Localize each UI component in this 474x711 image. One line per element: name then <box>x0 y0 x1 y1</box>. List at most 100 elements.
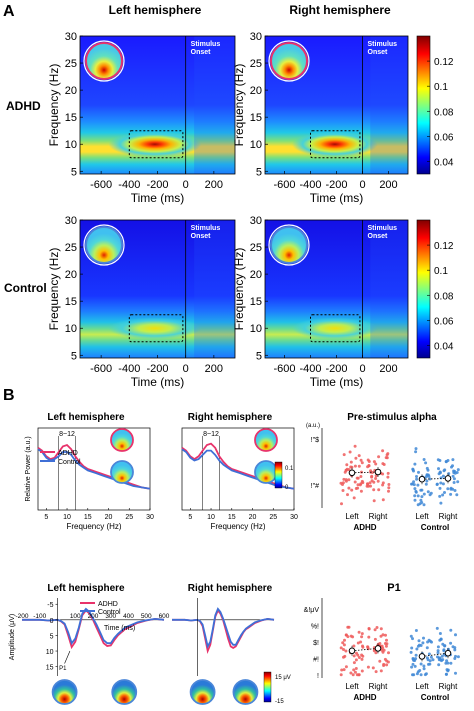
scatter-point <box>340 668 344 672</box>
scatter-point <box>341 641 345 645</box>
erp-xtick-label: -200 <box>15 613 28 620</box>
erp-ytick-label: -5 <box>47 602 53 609</box>
scatter-point <box>354 667 358 670</box>
spectrum-plot-spectrum-right: 8~12 5 10 15 20 25 30 Frequency (Hz) <box>181 427 298 531</box>
scatter-point <box>384 644 388 648</box>
spectrum-colorbar-max: 0.1 <box>285 466 294 472</box>
scatter-point <box>361 645 365 649</box>
erp-plot-erp-right <box>172 598 275 705</box>
scatter-point <box>419 498 423 502</box>
tf-ytick-label: 30 <box>250 31 262 43</box>
scatter-point <box>440 654 444 658</box>
tf-analysis-window <box>310 130 361 159</box>
scatter-point <box>354 456 358 460</box>
scatter-point <box>384 456 388 460</box>
scatter-point <box>446 487 450 491</box>
scatter-point <box>359 640 363 644</box>
scatter-ytick-label: !"$ <box>311 437 319 444</box>
tf-xlabel: Time (ms) <box>131 191 185 205</box>
scatter-mean-link <box>421 652 449 657</box>
scatter-point <box>372 499 376 503</box>
scatter-point <box>425 646 429 650</box>
spectrum-xlabel: Frequency (Hz) <box>66 522 121 531</box>
band-label: 8~12 <box>59 431 75 438</box>
tf-xtick-label: -200 <box>325 179 347 191</box>
colorbar-tick-label: 0.12 <box>434 241 454 252</box>
legend-erp: ADHD Control <box>80 601 121 616</box>
scatter-point <box>349 460 353 464</box>
spectrum-xtick-label: 15 <box>84 514 92 521</box>
scatter-point <box>454 671 457 675</box>
scatter-point <box>442 648 446 652</box>
tf-ytick-label: 25 <box>250 58 262 70</box>
scatter-point <box>345 463 349 467</box>
scatter-point <box>410 646 414 650</box>
spectrum-xtick-label: 5 <box>188 514 192 521</box>
scatter-point <box>374 477 378 480</box>
scatter-point <box>413 498 417 502</box>
tf-xlabel: Time (ms) <box>310 375 364 389</box>
tf-ytick-label: 30 <box>250 215 262 227</box>
scatter-point <box>341 483 344 486</box>
legend-erp-adhd-label: ADHD <box>98 601 118 608</box>
scatter-point <box>386 660 390 664</box>
scatter-point <box>348 450 352 454</box>
scatter-point <box>387 483 391 486</box>
scatter-point <box>346 635 350 639</box>
scatter-point <box>413 487 417 491</box>
scatter-point <box>352 668 356 672</box>
scatter-point <box>356 641 360 645</box>
scatter-point <box>451 458 455 462</box>
scatter-point <box>352 654 356 658</box>
scatter-plot-scatter-p1: &!μV%! $! #!! Left Right Left Right ADHD Control <box>304 598 460 702</box>
scatter-mean-link <box>351 471 379 474</box>
tf-xtick-label: 200 <box>379 179 397 191</box>
scatter-point <box>441 474 445 478</box>
scatter-point <box>359 489 363 493</box>
scatter-point <box>415 647 419 651</box>
head-topography-icon <box>232 679 259 705</box>
erp-colorbar-min: -15 <box>275 699 284 705</box>
scatter-point <box>344 649 348 653</box>
scatter-mean-marker <box>444 649 452 657</box>
scatter-point <box>383 657 387 661</box>
scatter-ytick-label: %! <box>311 624 319 631</box>
scatter-plot-scatter-alpha: (a.u.) !"$ !"# Left Right Left Right ADHD Contro… <box>306 423 460 532</box>
tf-xlabel: Time (ms) <box>131 375 185 389</box>
tf-xtick-label: 0 <box>359 363 365 375</box>
scatter-point <box>360 635 364 639</box>
tf-ytick-label: 15 <box>65 296 77 308</box>
scatter-point <box>382 648 386 652</box>
scatter-xtick-label: Right <box>369 512 388 521</box>
spectrum-title-left: Left hemisphere <box>47 412 125 423</box>
scatter-point <box>367 635 371 639</box>
scatter-point <box>381 483 385 487</box>
spectrum-colorbar <box>274 461 283 489</box>
tf-ytick-label: 25 <box>65 58 77 70</box>
scatter-point <box>421 641 425 645</box>
scatter-point <box>412 658 416 662</box>
tf-ytick-label: 5 <box>256 166 262 178</box>
erp-ylabel: Amplitude (μV) <box>9 614 16 660</box>
tf-ytick-label: 5 <box>256 350 262 362</box>
scatter-group-label: ADHD <box>353 523 376 532</box>
scatter-point <box>436 649 440 653</box>
scatter-xtick-label: Right <box>369 682 388 691</box>
scatter-point <box>422 492 426 496</box>
tf-ytick-label: 15 <box>250 296 262 308</box>
tf-alpha-blob <box>108 131 202 158</box>
colorbar-tick-label: 0.06 <box>434 316 454 327</box>
scatter-point <box>449 641 453 645</box>
scatter-point <box>387 651 390 655</box>
scatter-point <box>435 626 439 630</box>
scatter-point <box>376 479 380 483</box>
tf-ytick-label: 20 <box>250 269 262 281</box>
tf-xtick-label: -400 <box>118 363 140 375</box>
scatter-point <box>344 665 348 669</box>
scatter-point <box>439 637 443 641</box>
scatter-point <box>444 672 448 676</box>
scatter-point <box>411 662 415 666</box>
colorbar-tick-label: 0.12 <box>434 57 454 68</box>
scatter-point <box>374 462 378 466</box>
